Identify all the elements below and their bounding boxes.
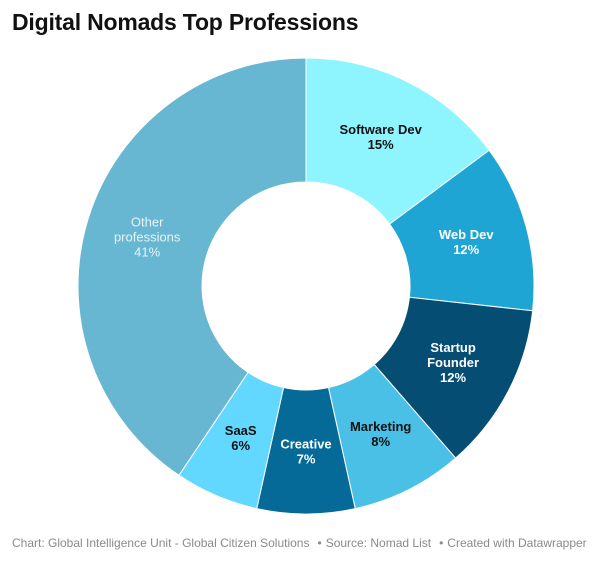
footer-separator: • — [317, 536, 322, 550]
data-label: 7% — [297, 452, 316, 467]
slice-name-label: SaaS — [225, 423, 257, 438]
data-label: 8% — [371, 434, 390, 449]
slice-name-label: Startup — [430, 340, 476, 355]
slice-name-label: Software Dev — [339, 122, 422, 137]
slice-software-dev — [305, 57, 490, 225]
slice-name-label: Web Dev — [439, 227, 494, 242]
chart-credit: Chart: Global Intelligence Unit - Global… — [12, 536, 310, 550]
chart-title: Digital Nomads Top Professions — [12, 9, 359, 35]
slice-name-label: Founder — [427, 355, 479, 370]
slice-name-label: Other — [131, 215, 164, 230]
slice-name-label: professions — [114, 230, 181, 245]
slice-name-label: Creative — [280, 437, 331, 452]
chart-footer: Chart: Global Intelligence Unit - Global… — [12, 536, 587, 550]
slice-name-label: Marketing — [350, 419, 411, 434]
footer-separator: • — [439, 536, 444, 550]
data-label: 6% — [231, 438, 250, 453]
source-link[interactable]: Source: Nomad List — [325, 536, 432, 550]
data-label: 12% — [440, 370, 466, 385]
data-label: 15% — [368, 137, 394, 152]
slice-other-professions — [77, 57, 307, 477]
datawrapper-link[interactable]: Created with Datawrapper — [447, 536, 587, 550]
data-label: 41% — [134, 245, 160, 260]
data-label: 12% — [453, 242, 479, 257]
